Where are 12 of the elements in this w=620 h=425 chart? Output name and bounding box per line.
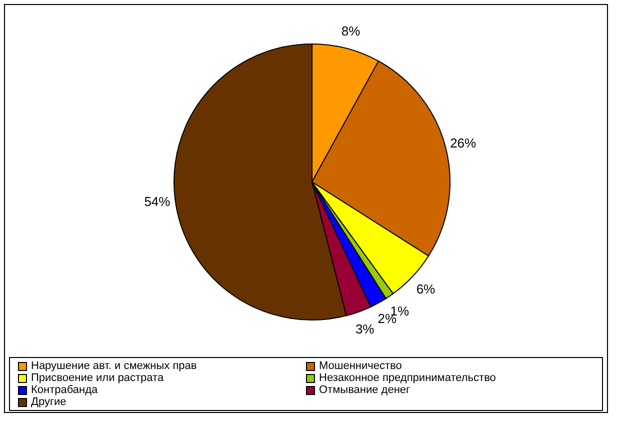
data-label: 8%	[341, 23, 361, 38]
data-label: 54%	[144, 194, 171, 210]
data-label: 3%	[355, 321, 375, 336]
legend-label: Другие	[31, 396, 66, 408]
legend-label: Незаконное предпринимательство	[319, 372, 496, 384]
legend-label: Нарушение авт. и смежных прав	[31, 360, 197, 372]
data-label: 26%	[450, 136, 477, 151]
legend-label: Контрабанда	[31, 384, 98, 396]
legend-label: Мошенничество	[319, 360, 402, 372]
legend-label: Отмывание денег	[319, 384, 410, 396]
legend-label: Присвоение или растрата	[31, 372, 164, 384]
data-label: 6%	[416, 281, 436, 296]
